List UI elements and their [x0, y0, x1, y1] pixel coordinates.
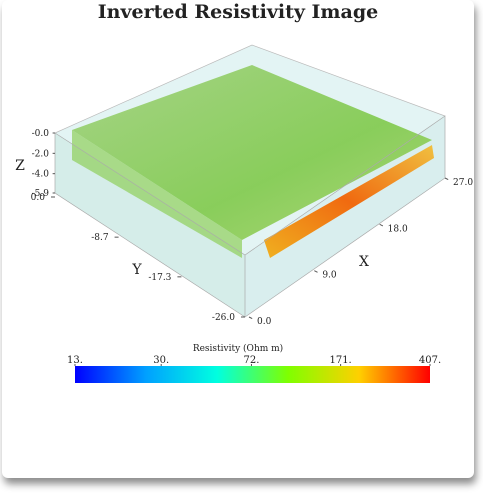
volume [54, 44, 446, 318]
tick-label: 0.0 [31, 193, 46, 203]
card: Inverted Resistivity Image Z -0.0 -2.0 -4.0… [2, 0, 474, 478]
colorbar [75, 366, 430, 383]
tick-mark [379, 223, 384, 227]
tick-label: -8.7 [91, 233, 109, 243]
tick-label: 0.0 [257, 317, 272, 327]
tick-mark [444, 177, 449, 181]
colorbar-tick-label: 30. [153, 355, 169, 366]
colorbar-tick-label: 72. [243, 355, 259, 366]
tick-label: -26.0 [212, 313, 235, 323]
tick-label: -4.0 [32, 170, 50, 180]
tick-label: -17.3 [148, 273, 171, 283]
chart-title: Inverted Resistivity Image [98, 1, 378, 23]
axis-label: Z [15, 158, 25, 174]
tick-label: 27.0 [453, 178, 473, 188]
tick-label: 18.0 [388, 224, 408, 234]
colorbar-tick-label: 13. [67, 355, 83, 366]
tick-label: -5.9 [32, 189, 50, 199]
tick-mark [248, 316, 253, 320]
tick-mark [314, 270, 318, 273]
axis-label: Y [131, 262, 142, 278]
colorbar-tick-label: 171. [329, 355, 351, 366]
axis-label: X [359, 254, 369, 270]
tick-label: -0.0 [32, 129, 50, 139]
tick-label: 9.0 [322, 271, 337, 281]
tick-label: -2.0 [32, 149, 50, 159]
colorbar-tick-label: 407. [419, 355, 441, 366]
chart: Inverted Resistivity Image Z -0.0 -2.0 -4.0… [15, 1, 473, 383]
colorbar-label: Resistivity (Ohm m) [193, 343, 283, 354]
